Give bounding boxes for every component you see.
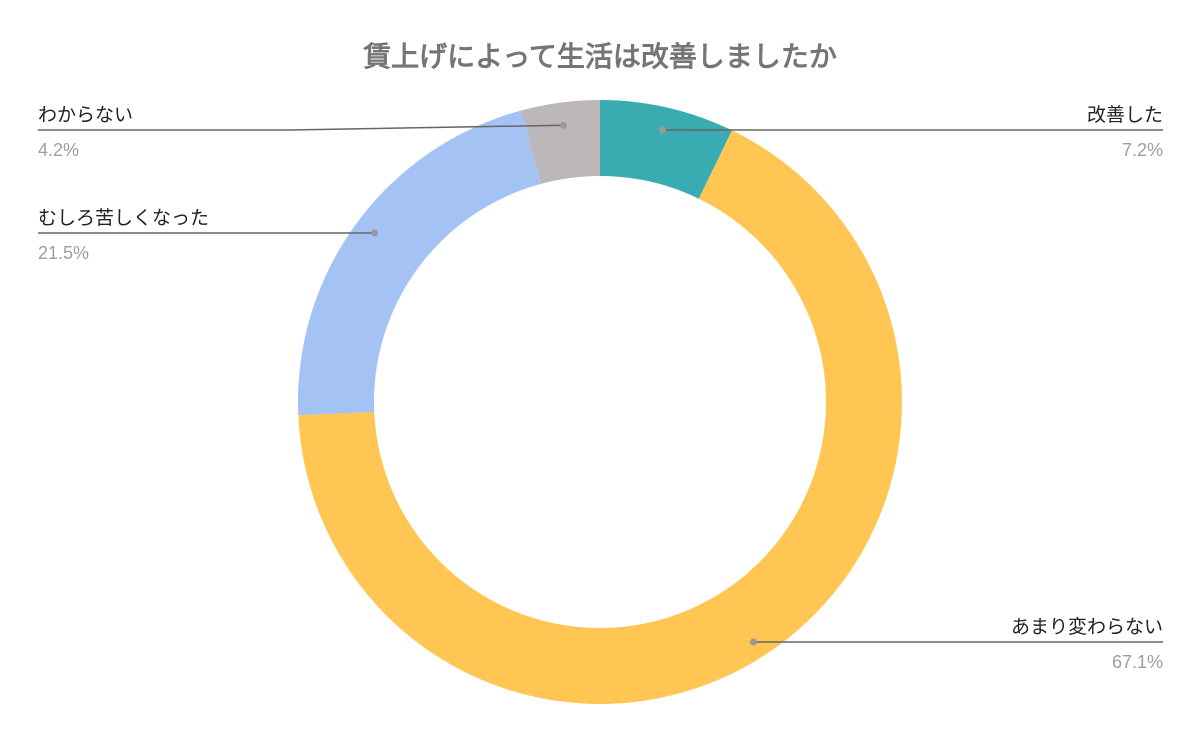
slice-label: 改善した — [1087, 104, 1163, 126]
chart-title: 賃上げによって生活は改善しましたか — [362, 40, 837, 73]
slice-value-label: 4.2% — [38, 140, 79, 160]
slice-value-label: 7.2% — [1122, 140, 1163, 160]
slice-value-label: 67.1% — [1112, 652, 1163, 672]
slice-label: あまり変わらない — [1011, 616, 1163, 638]
leader-dot-2 — [371, 229, 379, 237]
slice-value-label: 21.5% — [38, 243, 89, 263]
leader-dot-3 — [559, 121, 567, 129]
leader-dot-0 — [659, 126, 667, 134]
leader-line-3 — [38, 124, 564, 131]
slice-3 — [521, 100, 600, 184]
slice-label: むしろ苦しくなった — [38, 207, 209, 229]
slice-label: わからない — [38, 104, 133, 126]
leader-dot-1 — [749, 638, 757, 646]
slice-2 — [298, 110, 542, 416]
slice-0 — [600, 100, 733, 199]
